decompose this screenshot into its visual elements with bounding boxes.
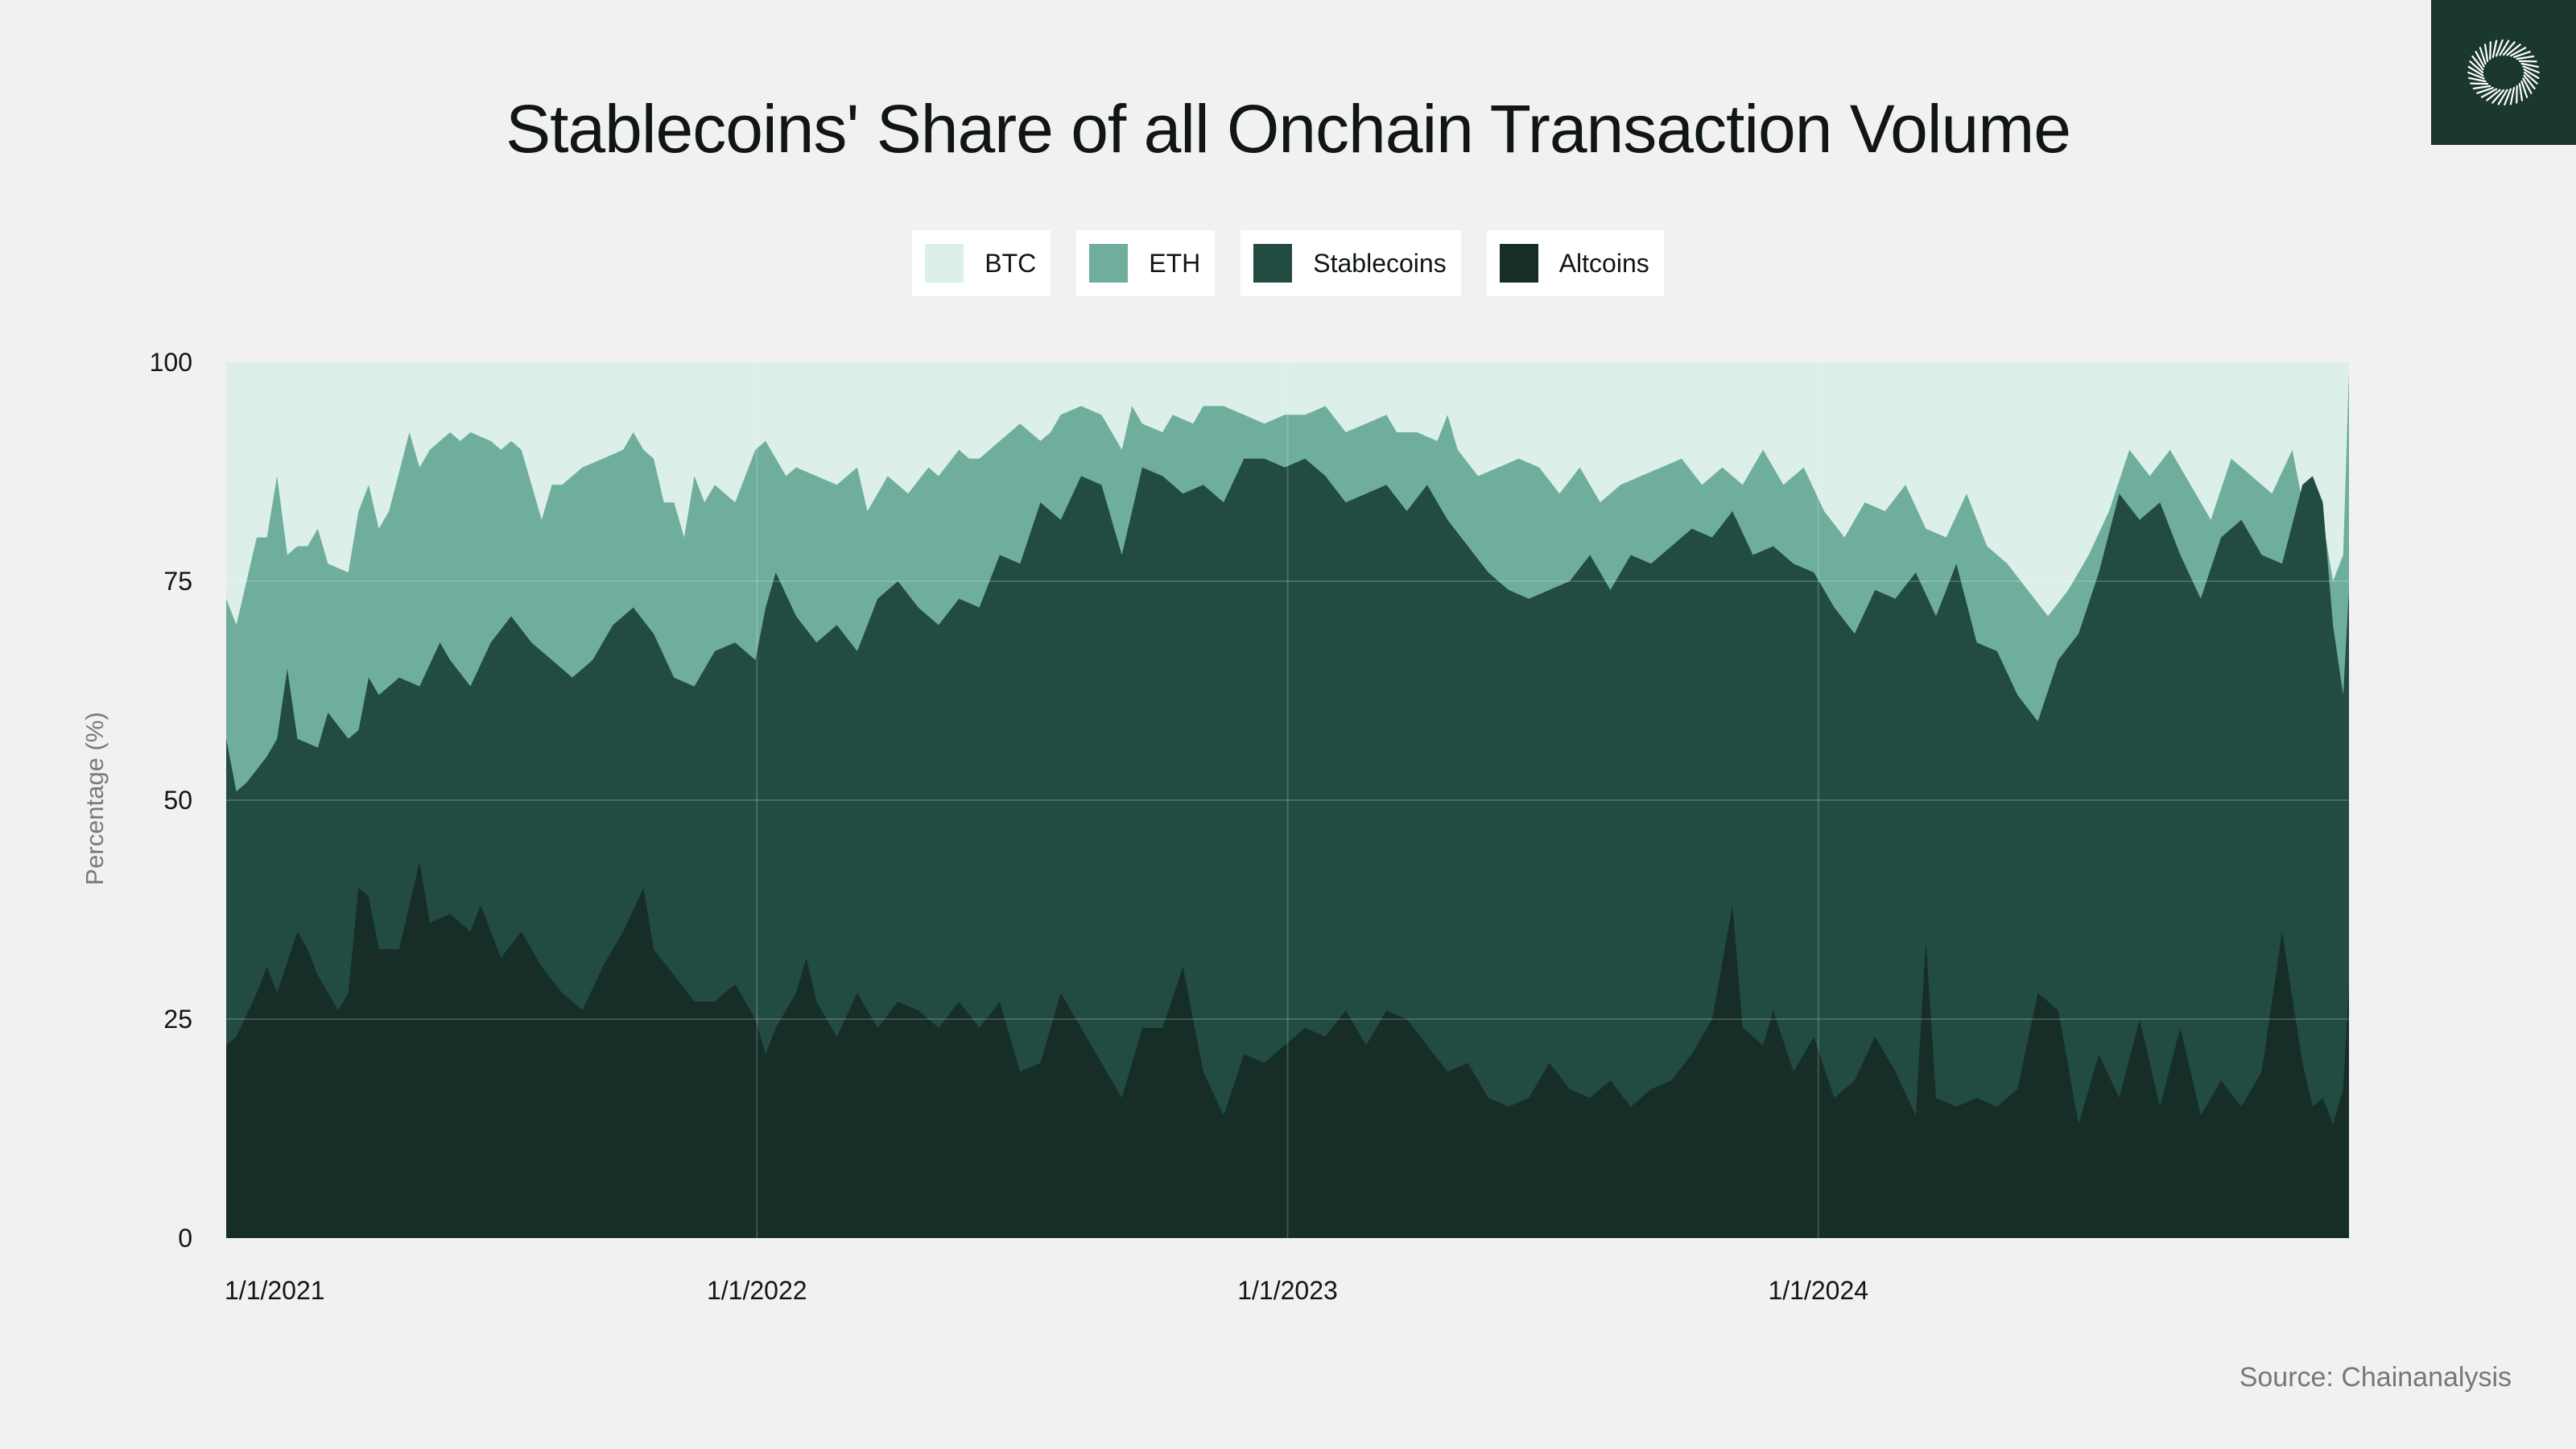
legend-item-eth: ETH [1076, 230, 1216, 296]
y-tick-label: 25 [163, 1005, 192, 1034]
legend-item-stablecoins: Stablecoins [1241, 230, 1461, 296]
legend-item-altcoins: Altcoins [1486, 230, 1664, 296]
y-tick-label: 75 [163, 567, 192, 596]
y-tick-label: 0 [178, 1224, 192, 1253]
brand-logo [2431, 0, 2576, 145]
legend-label: Altcoins [1558, 248, 1649, 278]
legend-label: BTC [985, 248, 1037, 278]
x-tick-label: 1/1/2023 [1237, 1276, 1338, 1305]
legend-label: Stablecoins [1313, 248, 1447, 278]
legend-swatch [925, 244, 964, 283]
source-note: Source: Chainanalysis [2239, 1362, 2512, 1393]
legend-swatch [1253, 244, 1293, 283]
x-tick-label: 1/1/2022 [707, 1276, 807, 1305]
legend-swatch [1089, 244, 1129, 283]
y-tick-label: 100 [150, 348, 192, 377]
chainalysis-logo-icon [2467, 39, 2540, 106]
y-tick-label: 50 [163, 786, 192, 815]
chart-title: Stablecoins' Share of all Onchain Transa… [506, 91, 2071, 167]
area-series-altcoins [226, 861, 2349, 1238]
legend-item-btc: BTC [912, 230, 1051, 296]
legend-label: ETH [1149, 248, 1201, 278]
x-tick-label: 1/1/2024 [1768, 1276, 1868, 1305]
x-tick-label: 1/1/2021 [225, 1276, 325, 1305]
chart-legend: BTC ETH Stablecoins Altcoins [0, 230, 2576, 296]
legend-swatch [1499, 244, 1538, 283]
